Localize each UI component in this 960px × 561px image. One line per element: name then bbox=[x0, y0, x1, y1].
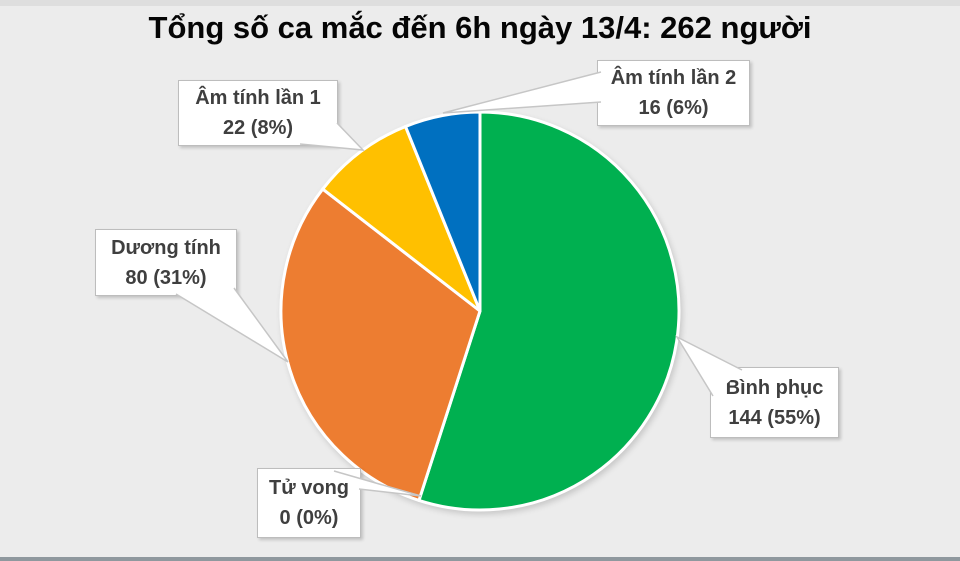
top-border-strip bbox=[0, 0, 960, 6]
pie-slice-am-tinh-lan-1 bbox=[321, 124, 482, 313]
callout-binh-phuc: Bình phục 144 (55%) bbox=[710, 367, 839, 438]
callout-duong-tinh: Dương tính 80 (31%) bbox=[95, 229, 237, 296]
callout-value: 22 (8%) bbox=[222, 117, 294, 139]
bottom-border-strip bbox=[0, 557, 960, 561]
callout-label: Bình phục bbox=[725, 376, 824, 399]
callout-value: 144 (55%) bbox=[728, 406, 821, 429]
chart-title: Tổng số ca mắc đến 6h ngày 13/4: 262 ngư… bbox=[148, 10, 812, 45]
callout-label: Âm tính lần 2 bbox=[610, 67, 737, 89]
callout-value: 80 (31%) bbox=[125, 266, 207, 289]
callout-tu-vong: Tử vong 0 (0%) bbox=[257, 468, 361, 538]
callout-label: Âm tính lần 1 bbox=[195, 87, 321, 109]
callout-am-tinh-lan-2: Âm tính lần 2 16 (6%) bbox=[597, 60, 750, 126]
callout-label: Tử vong bbox=[268, 477, 350, 499]
callout-value: 0 (0%) bbox=[279, 507, 339, 529]
callout-label: Dương tính bbox=[111, 236, 221, 259]
callout-value: 16 (6%) bbox=[638, 97, 709, 119]
callout-am-tinh-lan-1: Âm tính lần 1 22 (8%) bbox=[178, 80, 338, 146]
